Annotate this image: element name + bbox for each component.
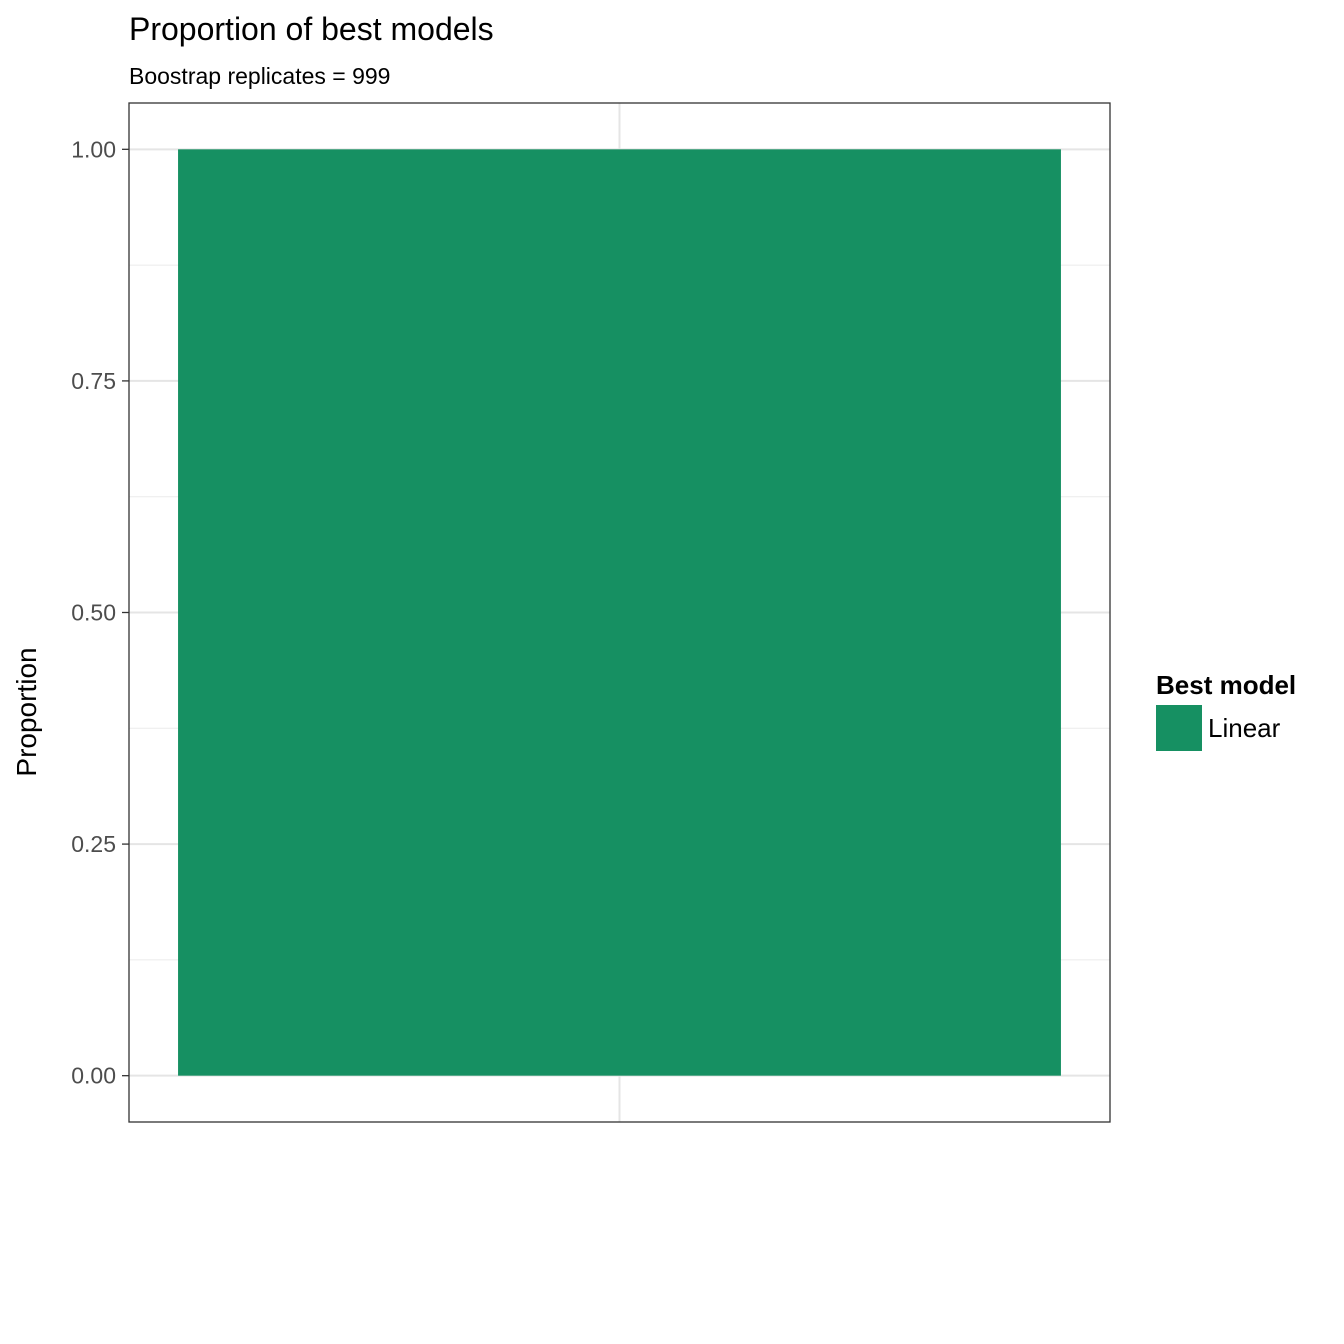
bar (178, 149, 1061, 1076)
legend-key (1156, 705, 1202, 751)
legend: Linear (1156, 705, 1281, 751)
y-tick-label: 0.00 (71, 1063, 116, 1089)
y-axis-title: Proportion (11, 647, 42, 776)
legend-label: Linear (1208, 713, 1281, 743)
legend-title: Best model (1156, 670, 1296, 700)
bars (178, 149, 1061, 1076)
chart-title: Proportion of best models (129, 11, 494, 47)
y-axis-ticks: 0.00 0.25 0.50 0.75 1.00 (71, 136, 129, 1089)
y-tick-label: 0.50 (71, 600, 116, 626)
chart-subtitle: Boostrap replicates = 999 (129, 63, 390, 89)
y-tick-label: 0.75 (71, 368, 116, 394)
y-tick-label: 1.00 (71, 136, 116, 162)
y-tick-label: 0.25 (71, 831, 116, 857)
